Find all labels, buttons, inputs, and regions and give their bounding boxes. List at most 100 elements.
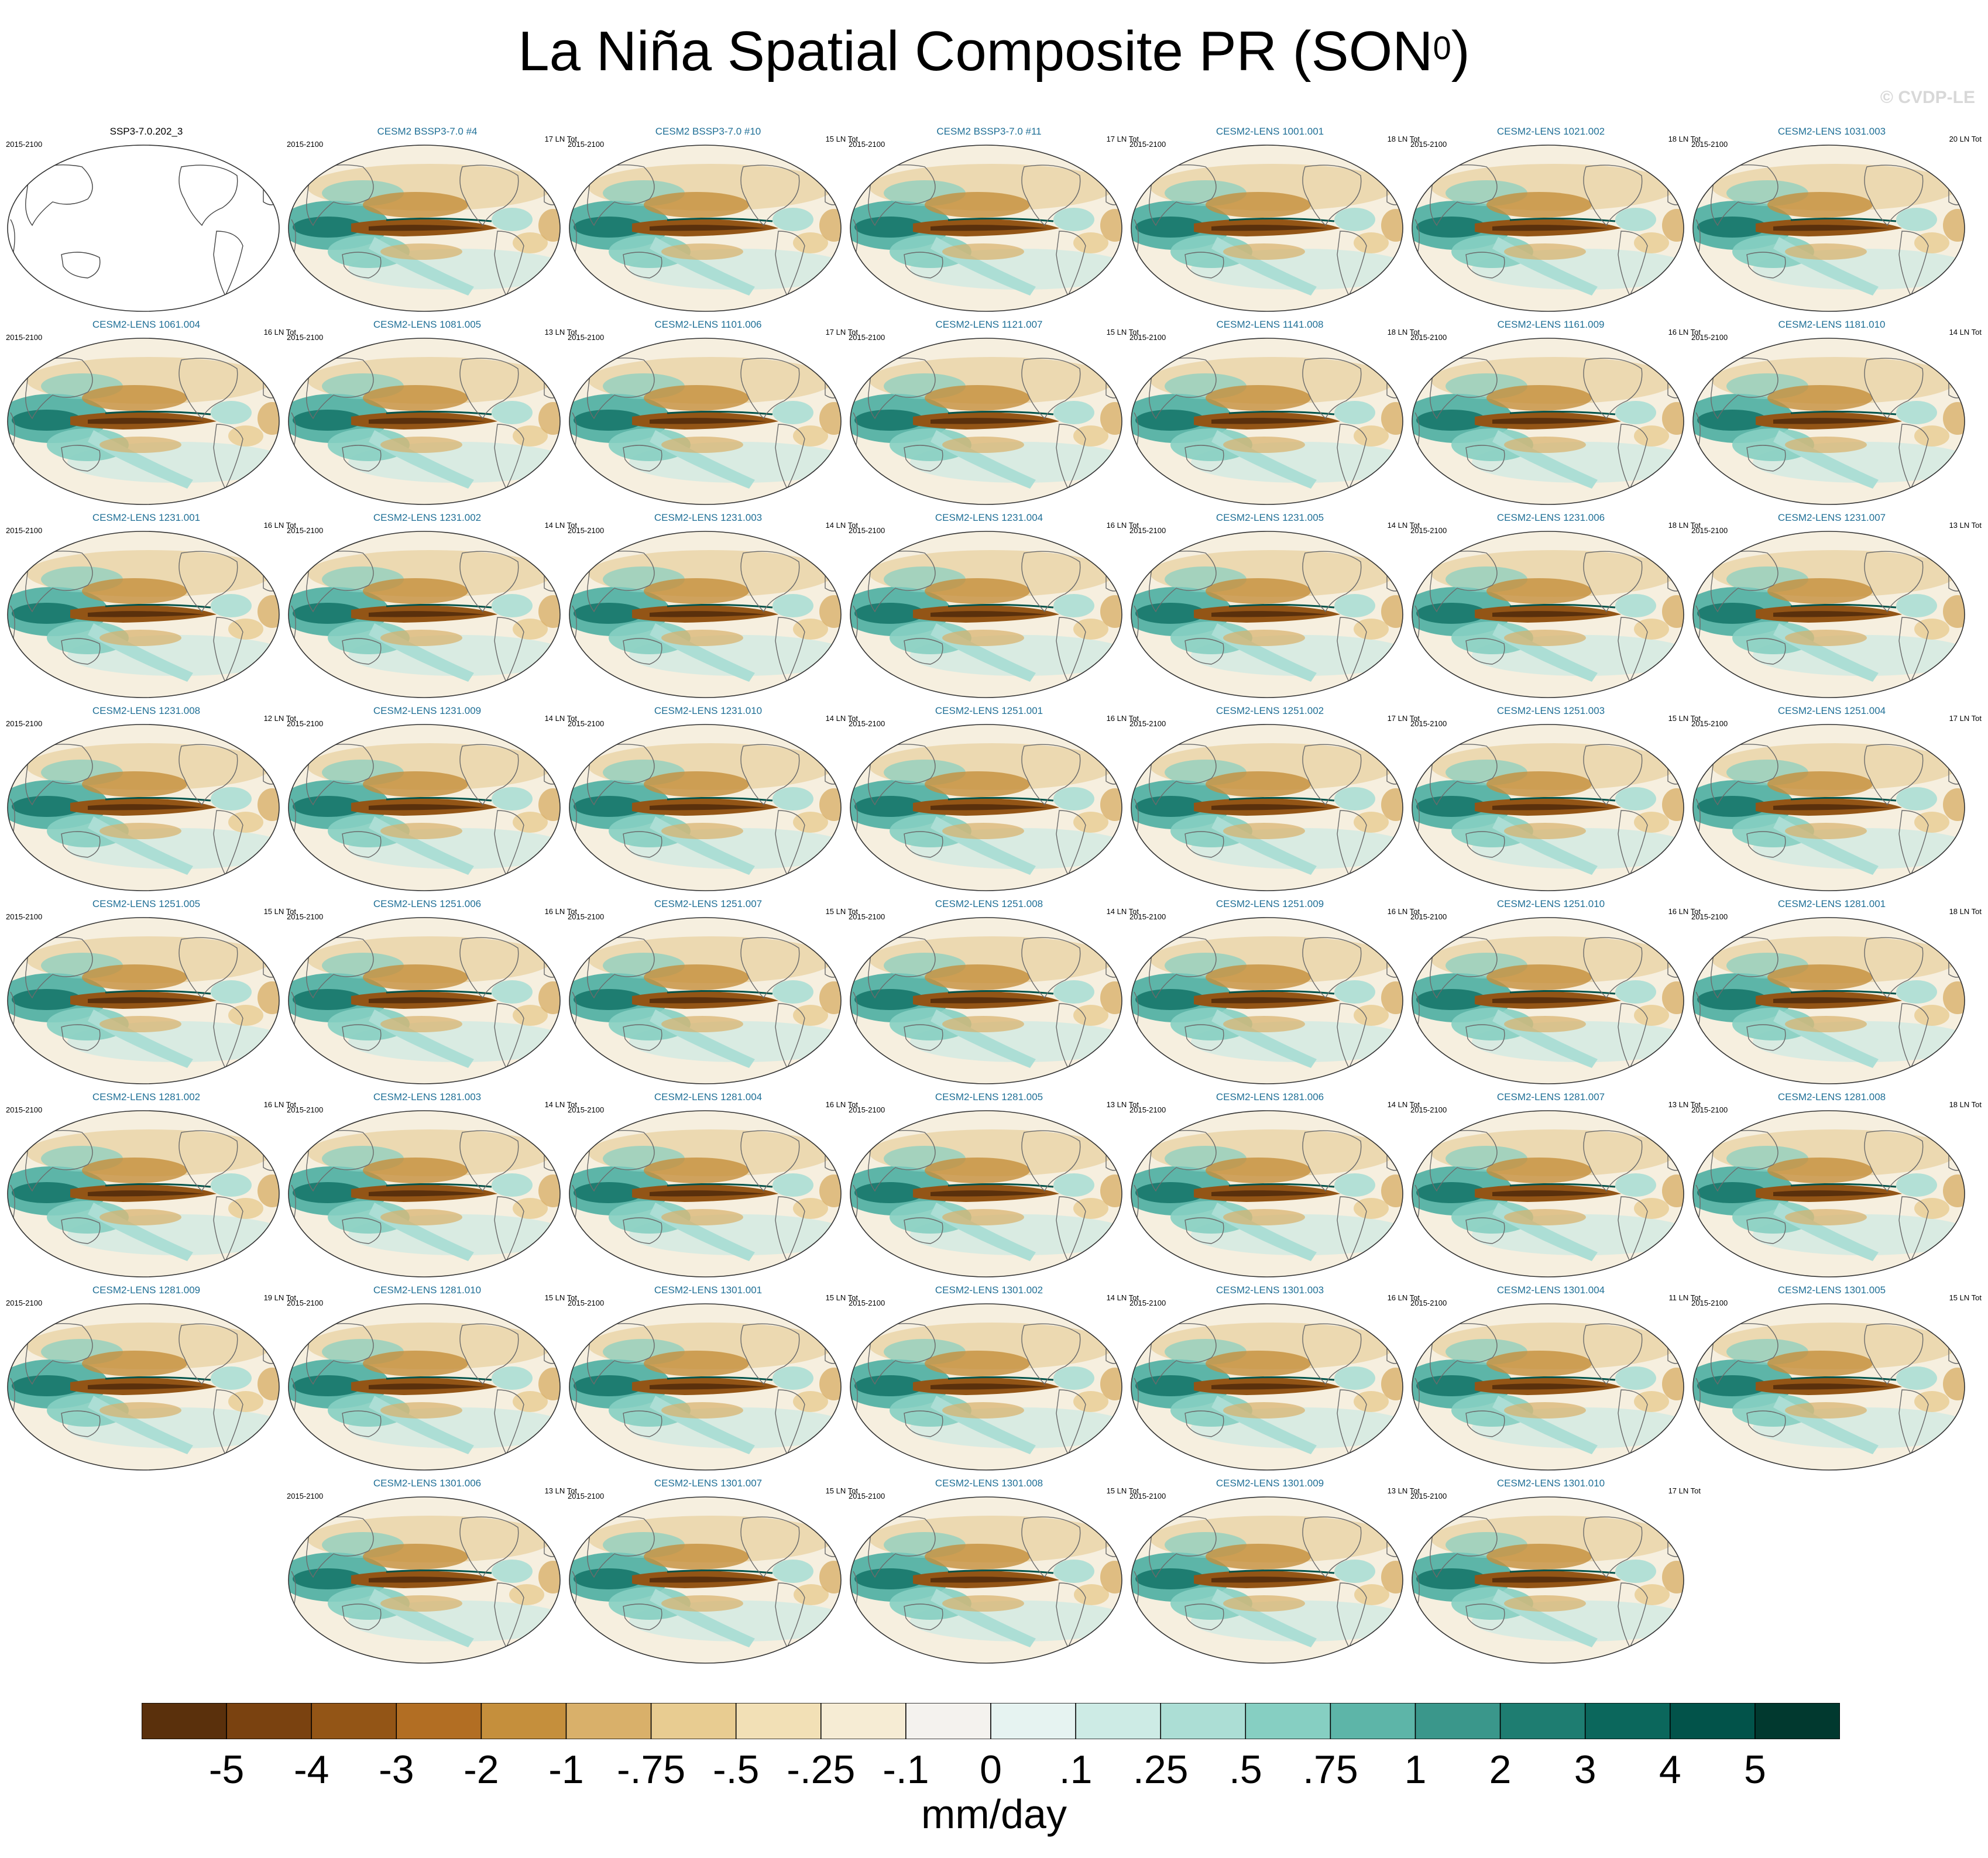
- panel-period: 2015-2100: [568, 719, 605, 728]
- panel-title: CESM2-LENS 1281.004: [654, 1091, 763, 1103]
- panel-event-count: 16 LN Tot: [263, 521, 296, 530]
- panel-event-count: 15 LN Tot: [1106, 328, 1139, 336]
- precip-anomaly-map: [850, 145, 1122, 312]
- panel-title: CESM2-LENS 1281.009: [92, 1285, 201, 1296]
- panel-period: 2015-2100: [287, 140, 324, 149]
- colorbar-tick-label: -.1: [883, 1747, 929, 1792]
- precip-anomaly-map: [1692, 917, 1965, 1084]
- panel-event-count: 17 LN Tot: [1106, 135, 1139, 143]
- panel-title: CESM2-LENS 1231.004: [935, 512, 1043, 523]
- panel-event-count: 16 LN Tot: [1668, 907, 1701, 916]
- panel-title: CESM2-LENS 1301.001: [654, 1285, 763, 1296]
- panel-event-count: 17 LN Tot: [1668, 1486, 1701, 1495]
- panel-title: CESM2-LENS 1061.004: [92, 319, 201, 330]
- panel-title: CESM2-LENS 1101.006: [654, 319, 762, 330]
- colorbar-tick-label: 2: [1489, 1747, 1512, 1792]
- panel-period: 2015-2100: [1129, 1299, 1166, 1307]
- panel-title: CESM2-LENS 1251.001: [935, 705, 1043, 716]
- panel-event-count: 18 LN Tot: [1387, 328, 1420, 336]
- precip-anomaly-map: [569, 1110, 842, 1277]
- panel-event-count: 16 LN Tot: [544, 907, 577, 916]
- precip-anomaly-map: [1131, 531, 1403, 698]
- panel-event-count: 15 LN Tot: [544, 1293, 577, 1302]
- panel-title: CESM2-LENS 1181.010: [1778, 319, 1886, 330]
- map-panel: CESM2-LENS 1281.004 2015-2100 16 LN Tot: [568, 1091, 858, 1285]
- colorbar-swatch: [1499, 1703, 1586, 1739]
- precip-anomaly-map: [288, 724, 561, 891]
- map-panel: CESM2-LENS 1281.010 2015-2100 15 LN Tot: [287, 1285, 577, 1478]
- panel-title: CESM2-LENS 1281.007: [1496, 1091, 1605, 1103]
- panel-event-count: 16 LN Tot: [825, 1100, 858, 1109]
- map-panel: CESM2-LENS 1281.006 2015-2100 14 LN Tot: [1129, 1091, 1420, 1285]
- precip-anomaly-map: [1131, 1496, 1403, 1664]
- panel-event-count: 15 LN Tot: [825, 1486, 858, 1495]
- title-text: La Niña Spatial Composite PR (SON: [518, 20, 1433, 83]
- panel-period: 2015-2100: [1691, 912, 1728, 921]
- colorbar-swatch: [905, 1703, 991, 1739]
- map-panel: CESM2-LENS 1281.009 2015-2100 19 LN Tot: [6, 1285, 296, 1478]
- map-panel: CESM2-LENS 1141.008 2015-2100 18 LN Tot: [1129, 319, 1420, 512]
- panel-event-count: 17 LN Tot: [1949, 714, 1982, 723]
- precip-anomaly-map: [1692, 1303, 1965, 1471]
- panel-period: 2015-2100: [1410, 1492, 1447, 1500]
- panel-event-count: 16 LN Tot: [1106, 521, 1139, 530]
- panel-title: CESM2-LENS 1301.004: [1496, 1285, 1605, 1296]
- figure-title: La Niña Spatial Composite PR (SON0): [0, 16, 1988, 87]
- precip-anomaly-map: [1412, 1110, 1684, 1277]
- panel-period: 2015-2100: [287, 333, 324, 342]
- panel-title: CESM2-LENS 1301.006: [373, 1478, 482, 1489]
- panel-event-count: 19 LN Tot: [263, 1293, 296, 1302]
- colorbar-swatch: [311, 1703, 397, 1739]
- panel-period: 2015-2100: [287, 719, 324, 728]
- map-panel: CESM2-LENS 1301.001 2015-2100 15 LN Tot: [568, 1285, 858, 1478]
- map-panel: CESM2-LENS 1231.007 2015-2100 13 LN Tot: [1691, 512, 1982, 705]
- panel-period: 2015-2100: [1129, 719, 1166, 728]
- panel-period: 2015-2100: [6, 526, 43, 535]
- panel-period: 2015-2100: [568, 912, 605, 921]
- panel-period: 2015-2100: [1129, 1492, 1166, 1500]
- map-panel: CESM2-LENS 1301.007 2015-2100 15 LN Tot: [568, 1478, 858, 1671]
- map-panel: CESM2-LENS 1251.008 2015-2100 14 LN Tot: [849, 898, 1139, 1091]
- map-panel: CESM2-LENS 1251.009 2015-2100 16 LN Tot: [1129, 898, 1420, 1091]
- precip-anomaly-map: [1412, 338, 1684, 505]
- panel-period: 2015-2100: [1410, 1105, 1447, 1114]
- panel-title: CESM2-LENS 1281.002: [92, 1091, 201, 1103]
- panel-event-count: 15 LN Tot: [1106, 1486, 1139, 1495]
- panel-event-count: 13 LN Tot: [544, 1486, 577, 1495]
- panel-event-count: 20 LN Tot: [1949, 135, 1982, 143]
- precip-anomaly-map: [7, 338, 280, 505]
- panel-event-count: 18 LN Tot: [1387, 135, 1420, 143]
- panel-period: 2015-2100: [849, 1299, 885, 1307]
- colorbar-swatch: [1245, 1703, 1331, 1739]
- precip-anomaly-map: [569, 1303, 842, 1471]
- panel-title: CESM2-LENS 1121.007: [935, 319, 1043, 330]
- map-panel: CESM2-LENS 1251.010 2015-2100 16 LN Tot: [1410, 898, 1701, 1091]
- panel-period: 2015-2100: [849, 719, 885, 728]
- colorbar-tick-label: 5: [1743, 1747, 1766, 1792]
- panel-title: CESM2-LENS 1251.007: [654, 898, 763, 909]
- panel-event-count: 15 LN Tot: [825, 1293, 858, 1302]
- panel-period: 2015-2100: [1129, 1105, 1166, 1114]
- precip-anomaly-map: [1412, 724, 1684, 891]
- precip-anomaly-map: [1412, 1303, 1684, 1471]
- panel-title: CESM2-LENS 1301.008: [935, 1478, 1043, 1489]
- panel-title: CESM2-LENS 1301.005: [1777, 1285, 1886, 1296]
- map-panel: CESM2-LENS 1231.008 2015-2100 12 LN Tot: [6, 705, 296, 898]
- colorbar-swatch: [1160, 1703, 1247, 1739]
- map-panel: CESM2-LENS 1301.003 2015-2100 16 LN Tot: [1129, 1285, 1420, 1478]
- panel-event-count: 17 LN Tot: [1387, 714, 1420, 723]
- panel-period: 2015-2100: [849, 1492, 885, 1500]
- colorbar-swatch: [1670, 1703, 1756, 1739]
- colorbar-tick-label: .75: [1303, 1747, 1358, 1792]
- panel-title: CESM2 BSSP3-7.0 #11: [936, 126, 1042, 137]
- colorbar-swatch: [735, 1703, 822, 1739]
- panel-period: 2015-2100: [1410, 140, 1447, 149]
- map-panel: CESM2-LENS 1281.003 2015-2100 14 LN Tot: [287, 1091, 577, 1285]
- colorbar-swatch: [1414, 1703, 1501, 1739]
- precip-anomaly-map: [850, 1110, 1122, 1277]
- panel-period: 2015-2100: [1129, 912, 1166, 921]
- panel-event-count: 14 LN Tot: [825, 714, 858, 723]
- precip-anomaly-map: [1692, 1110, 1965, 1277]
- panel-period: 2015-2100: [1410, 526, 1447, 535]
- panel-event-count: 15 LN Tot: [263, 907, 296, 916]
